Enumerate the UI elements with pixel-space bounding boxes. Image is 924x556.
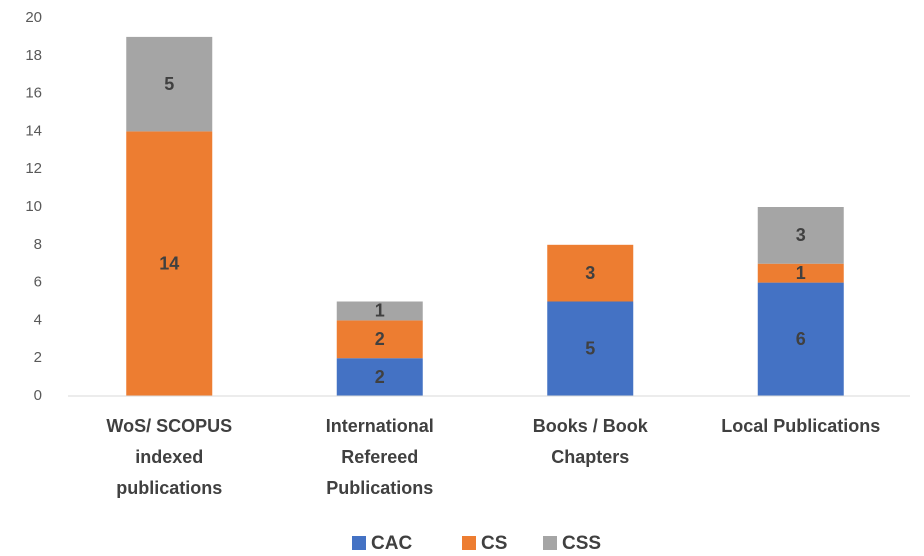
x-tick-label: indexed: [135, 447, 203, 467]
bar-segment: [757, 282, 844, 396]
data-label: 3: [796, 225, 806, 245]
legend-label: CSS: [562, 533, 601, 554]
y-tick-label: 12: [25, 160, 42, 177]
bar-segment: [757, 263, 844, 283]
data-label: 5: [585, 339, 595, 359]
y-tick-label: 14: [25, 122, 42, 139]
x-tick-label: Books / Book: [533, 416, 649, 436]
bar-segment: [126, 131, 213, 396]
y-tick-label: 16: [25, 85, 42, 102]
x-tick-label: Chapters: [551, 447, 629, 467]
legend-label: CS: [481, 533, 507, 554]
legend-label: CAC: [371, 533, 412, 554]
bar-segment: [126, 36, 213, 132]
legend-swatch: [352, 536, 366, 550]
data-label: 6: [796, 329, 806, 349]
x-tick-label: WoS/ SCOPUS: [106, 416, 232, 436]
y-tick-label: 0: [34, 387, 42, 404]
data-label: 2: [375, 329, 385, 349]
bar-segment: [336, 358, 423, 396]
data-label: 14: [159, 253, 179, 273]
y-tick-label: 18: [25, 47, 42, 64]
x-tick-label: publications: [116, 478, 222, 498]
y-tick-label: 6: [34, 274, 42, 291]
bar-segment: [336, 320, 423, 359]
data-label: 3: [585, 263, 595, 283]
bar-segment: [757, 207, 844, 264]
data-label: 5: [164, 74, 174, 94]
data-label: 1: [796, 263, 806, 283]
y-tick-label: 4: [34, 311, 42, 328]
data-label: 1: [375, 301, 385, 321]
y-tick-label: 10: [25, 198, 42, 215]
legend-swatch: [462, 536, 476, 550]
bar-segment: [336, 301, 423, 321]
data-label: 2: [375, 367, 385, 387]
legend-swatch: [543, 536, 557, 550]
y-tick-label: 2: [34, 349, 42, 366]
x-tick-label: Refereed: [341, 447, 418, 467]
bar-segment: [547, 301, 634, 396]
bar-segment: [547, 244, 634, 302]
y-tick-label: 20: [25, 9, 42, 26]
x-tick-label: Publications: [326, 478, 433, 498]
y-tick-label: 8: [34, 236, 42, 253]
x-tick-label: International: [326, 416, 434, 436]
x-tick-label: Local Publications: [721, 416, 880, 436]
